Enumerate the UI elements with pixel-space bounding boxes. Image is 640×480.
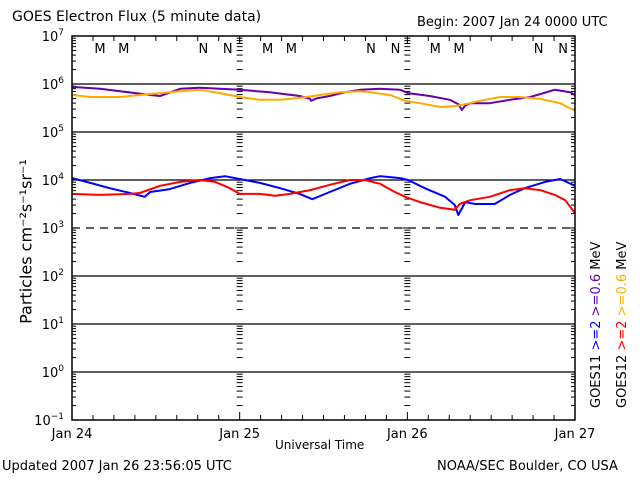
satellite-marker: M bbox=[453, 42, 464, 57]
series-line bbox=[71, 175, 576, 216]
satellite-marker: N bbox=[558, 42, 568, 57]
plot-frame bbox=[71, 35, 576, 421]
y-tick-label: 104 bbox=[42, 172, 65, 189]
satellite-marker: N bbox=[198, 42, 208, 57]
legend-entry: GOES11 >=2 >=0.6 MeV bbox=[589, 242, 604, 408]
series-line bbox=[71, 179, 576, 214]
reference-lines bbox=[72, 83, 575, 373]
y-tick-label: 103 bbox=[42, 220, 64, 237]
x-tick-label: Jan 27 bbox=[554, 427, 596, 442]
satellite-marker: M bbox=[262, 42, 273, 57]
y-tick-label: 107 bbox=[42, 28, 64, 45]
satellite-marker: M bbox=[286, 42, 297, 57]
axis-ticks bbox=[71, 36, 576, 421]
chart-title: GOES Electron Flux (5 minute data) bbox=[12, 9, 262, 25]
x-tick-label: Jan 26 bbox=[386, 427, 428, 442]
legend: GOES11 >=2 >=0.6 MeV GOES12 >=2 >=0.6 MeV bbox=[589, 242, 630, 408]
satellite-marker: N bbox=[391, 42, 401, 57]
series-line bbox=[71, 85, 576, 111]
data-series bbox=[71, 85, 576, 216]
y-tick-labels: 107 106 105 104 103 102 101 100 10−1 bbox=[34, 28, 64, 429]
satellite-marker: N bbox=[366, 42, 376, 57]
begin-time-label: Begin: 2007 Jan 24 0000 UTC bbox=[417, 15, 608, 30]
satellite-marker: M bbox=[430, 42, 441, 57]
x-tick-label: Jan 24 bbox=[51, 427, 93, 442]
series-line bbox=[71, 88, 576, 112]
satellite-marker: M bbox=[118, 42, 129, 57]
y-tick-label: 10−1 bbox=[34, 412, 64, 429]
updated-timestamp: Updated 2007 Jan 26 23:56:05 UTC bbox=[2, 459, 232, 474]
satellite-marker: M bbox=[94, 42, 105, 57]
y-tick-label: 100 bbox=[42, 364, 65, 381]
satellite-marker: N bbox=[223, 42, 233, 57]
x-tick-labels: Jan 24 Jan 25 Jan 26 Jan 27 bbox=[51, 427, 596, 442]
x-tick-label: Jan 25 bbox=[218, 427, 260, 442]
satellite-marker: N bbox=[534, 42, 544, 57]
legend-entry: GOES12 >=2 >=0.6 MeV bbox=[615, 242, 630, 408]
y-tick-label: 102 bbox=[42, 268, 64, 285]
y-tick-label: 101 bbox=[42, 316, 64, 333]
credit-label: NOAA/SEC Boulder, CO USA bbox=[437, 459, 618, 474]
y-tick-label: 105 bbox=[42, 124, 64, 141]
x-axis-label: Universal Time bbox=[275, 438, 365, 452]
y-tick-label: 106 bbox=[42, 76, 65, 93]
